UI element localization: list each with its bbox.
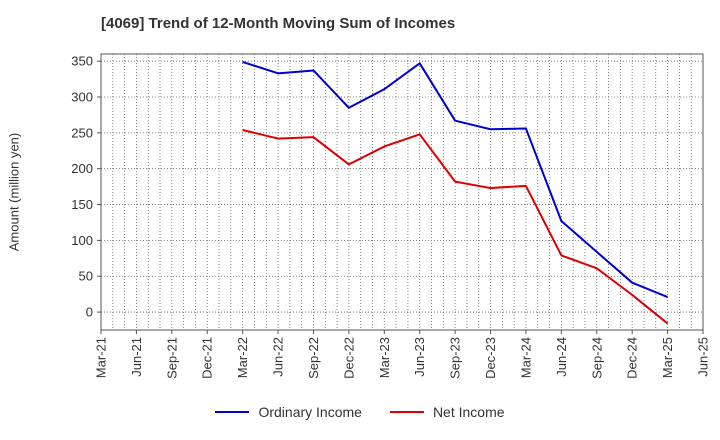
x-tick-label: Sep-22 (306, 337, 321, 379)
y-tick-label: 100 (71, 233, 93, 248)
x-tick-label: Mar-21 (94, 337, 109, 378)
x-tick-label: Mar-24 (518, 337, 533, 378)
chart-title: [4069] Trend of 12-Month Moving Sum of I… (101, 15, 456, 32)
y-tick-label: 50 (79, 269, 93, 284)
x-tick-label: Dec-24 (625, 337, 640, 379)
legend: Ordinary Income Net Income (0, 404, 720, 420)
x-tick-label: Mar-25 (660, 337, 675, 378)
series-line-ordinary-income (242, 60, 668, 298)
series-line-net-income (242, 129, 669, 325)
x-tick-label: Mar-22 (235, 337, 250, 378)
legend-swatch-net-income (389, 411, 424, 413)
x-tick-label: Mar-23 (377, 337, 392, 378)
grid-lines (100, 54, 704, 330)
x-axis-ticks: Mar-21 Jun-21 Sep-21 Dec-21 Mar-22 Jun-22 Sep-… (94, 330, 711, 379)
x-tick-label: Sep-23 (448, 337, 463, 379)
legend-item-ordinary-income: Ordinary Income (215, 404, 362, 420)
x-tick-label: Dec-21 (200, 337, 215, 379)
x-tick-label: Jun-25 (696, 337, 711, 377)
x-tick-label: Jun-23 (412, 337, 427, 377)
y-tick-label: 150 (71, 197, 93, 212)
y-axis-ticks: 0 50 100 150 200 250 300 350 (71, 54, 101, 320)
x-tick-label: Sep-24 (589, 337, 604, 379)
y-tick-label: 200 (71, 161, 93, 176)
y-tick-label: 350 (71, 54, 93, 69)
legend-label-net-income: Net Income (432, 404, 505, 420)
x-tick-label: Dec-23 (483, 337, 498, 379)
x-tick-label: Jun-24 (554, 337, 569, 377)
y-tick-label: 300 (71, 90, 93, 105)
legend-swatch-ordinary-income (215, 411, 250, 413)
x-tick-label: Dec-22 (341, 337, 356, 379)
series-lines (242, 60, 669, 325)
x-tick-label: Sep-21 (164, 337, 179, 379)
x-tick-label: Jun-22 (271, 337, 286, 377)
y-tick-label: 0 (86, 305, 93, 320)
plot-border (100, 53, 704, 331)
x-tick-label: Jun-21 (129, 337, 144, 377)
y-tick-label: 250 (71, 125, 93, 140)
legend-item-net-income: Net Income (389, 404, 505, 420)
legend-label-ordinary-income: Ordinary Income (258, 404, 362, 420)
